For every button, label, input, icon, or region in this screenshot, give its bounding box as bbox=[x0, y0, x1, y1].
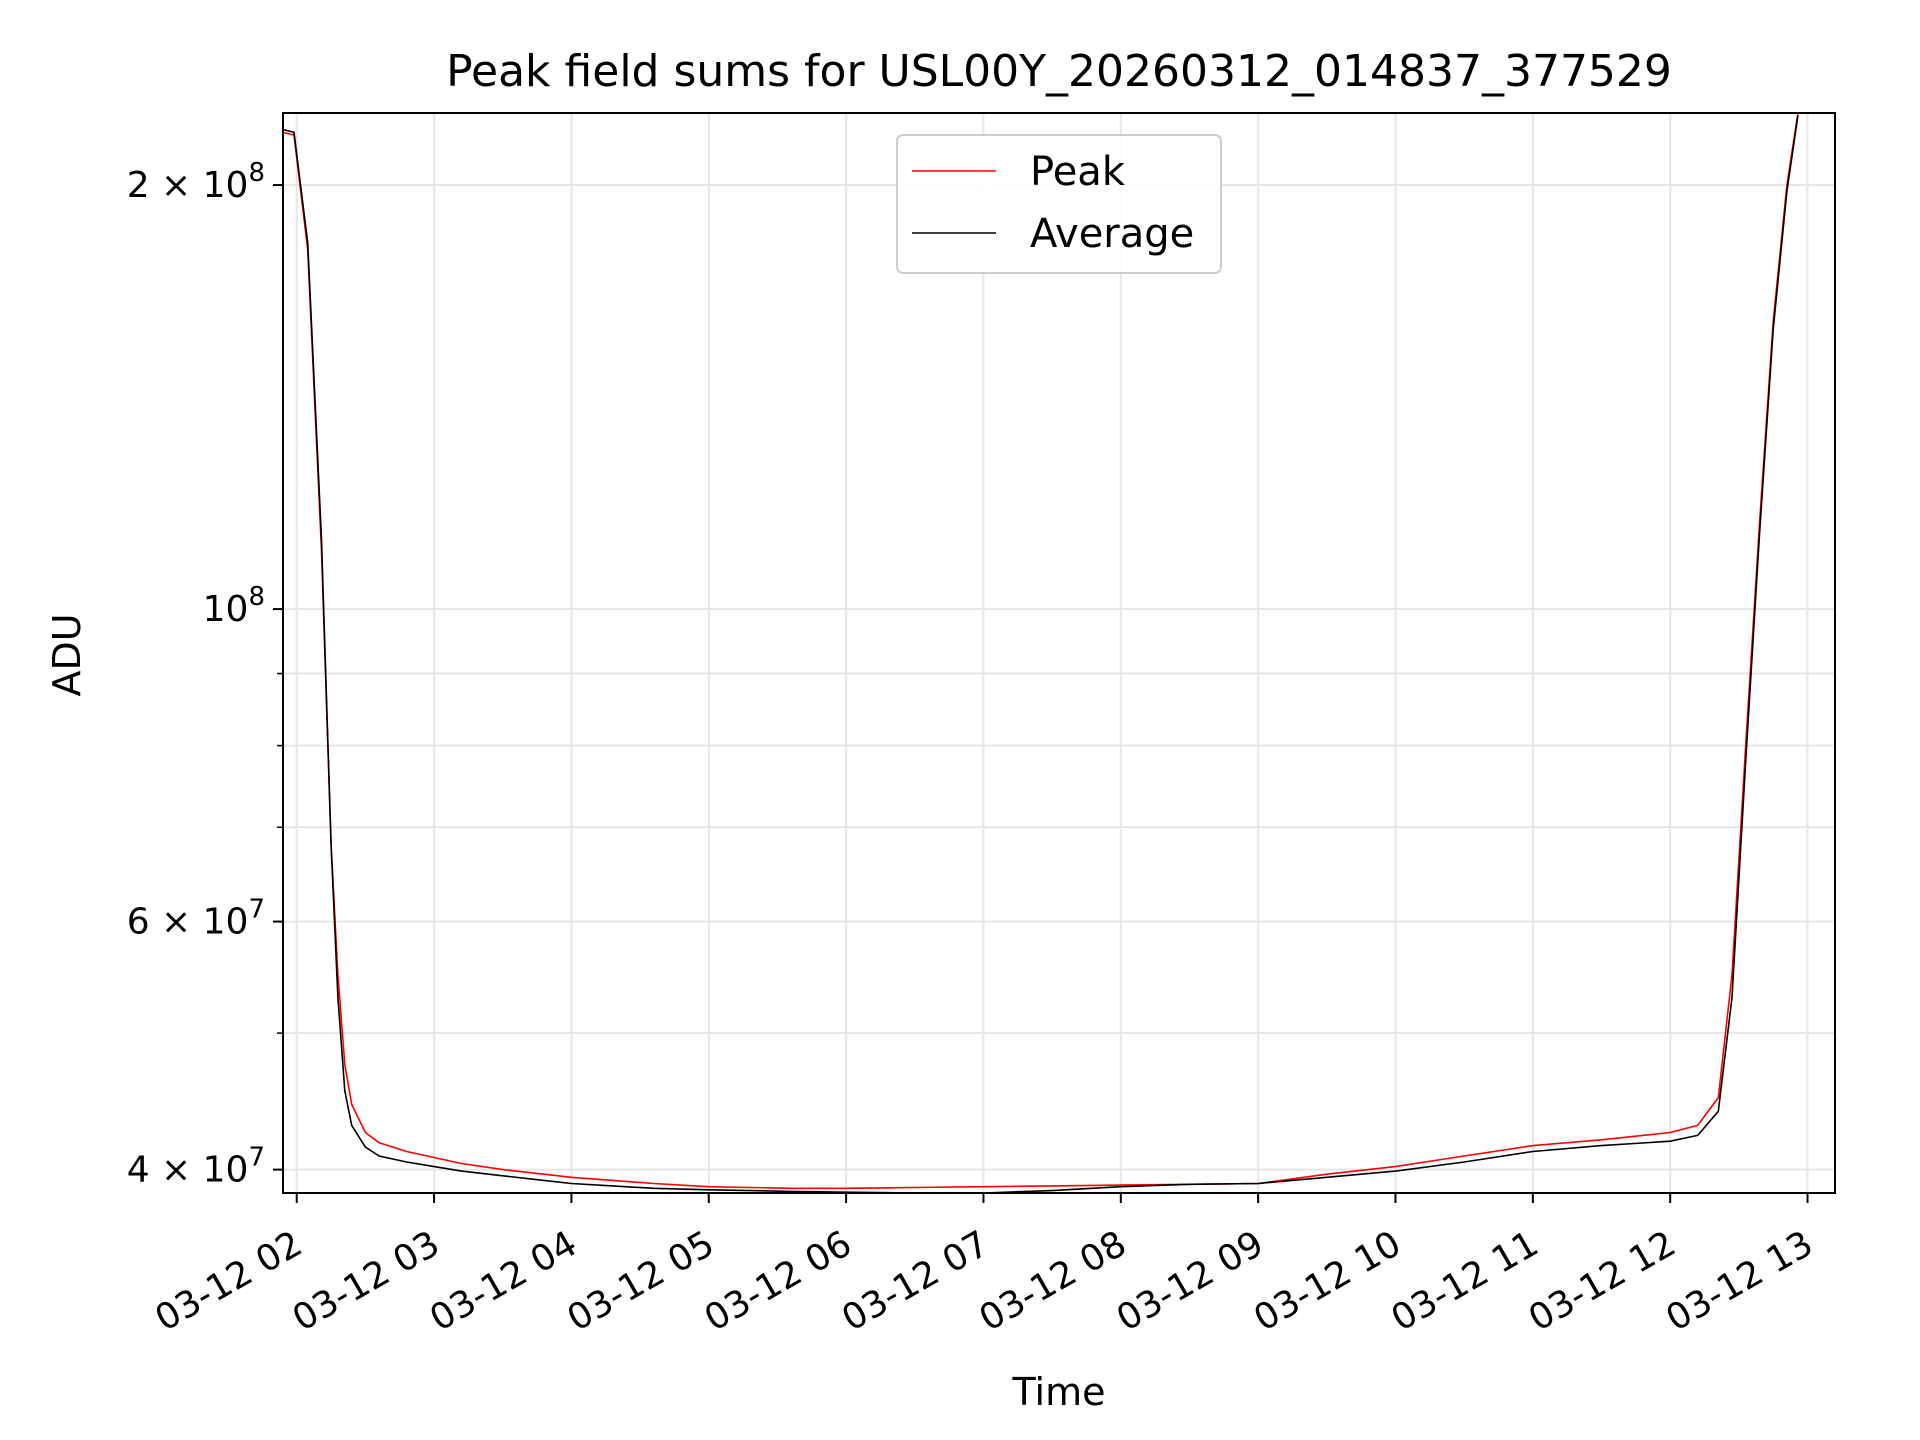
y-tick-label: 2 × 108 bbox=[127, 158, 265, 206]
y-tick-exponent: 7 bbox=[248, 1143, 265, 1173]
x-axis-label: Time bbox=[1012, 1370, 1106, 1414]
y-tick-label: 108 bbox=[203, 582, 265, 630]
series-line-average bbox=[283, 115, 1799, 1193]
y-tick-exponent: 7 bbox=[248, 895, 265, 925]
series-line-peak bbox=[283, 113, 1799, 1190]
legend-label-average: Average bbox=[1030, 211, 1194, 257]
y-tick-mantissa: 2 × 10 bbox=[127, 165, 249, 206]
y-axis-label: ADU bbox=[45, 613, 89, 696]
y-tick-label: 4 × 107 bbox=[127, 1143, 265, 1191]
legend-box bbox=[896, 134, 1222, 274]
legend: Peak Average bbox=[896, 134, 1222, 274]
grid bbox=[283, 113, 1835, 1193]
series-layer bbox=[283, 113, 1799, 1193]
y-tick-mantissa: 4 × 10 bbox=[127, 1150, 249, 1191]
y-tick-mantissa: 6 × 10 bbox=[127, 902, 249, 943]
y-tick-exponent: 8 bbox=[248, 158, 265, 188]
legend-label-peak: Peak bbox=[1030, 149, 1126, 195]
y-tick-mantissa: 10 bbox=[203, 589, 249, 630]
chart-title: Peak field sums for USL00Y_20260312_0148… bbox=[446, 46, 1672, 97]
plot-frame bbox=[282, 112, 1836, 1194]
y-tick-label: 6 × 107 bbox=[127, 895, 265, 943]
y-tick-exponent: 8 bbox=[248, 582, 265, 612]
